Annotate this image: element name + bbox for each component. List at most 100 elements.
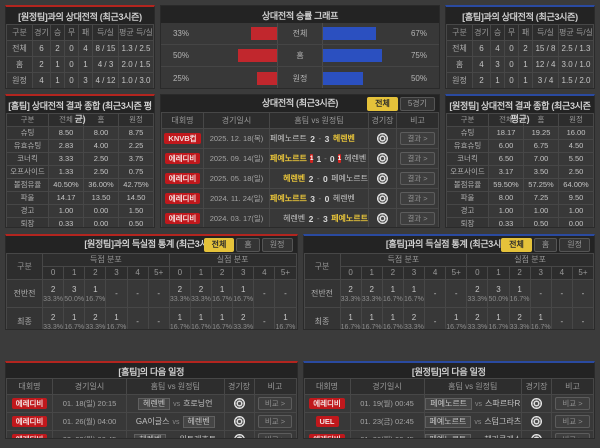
- stadium-icon[interactable]: [531, 416, 542, 428]
- compare-button[interactable]: 비교 >: [555, 433, 590, 438]
- bin-header: 1: [63, 266, 86, 280]
- stadium-icon[interactable]: [377, 132, 388, 144]
- compare-button[interactable]: 비교 >: [257, 433, 293, 438]
- table-header-row: 0 1 2 3 4 5+ 0 1 2 3 4 5+: [7, 266, 297, 280]
- away-score: 3: [322, 213, 328, 224]
- stat-value: 1.00: [48, 204, 84, 218]
- panel-title: [원정팀]의 다음 일정: [303, 363, 594, 378]
- stat-value: 18.17: [488, 126, 524, 140]
- column-header: 무: [504, 24, 519, 41]
- table-row: 오프사이드 3.17 3.50 2.50: [446, 165, 594, 179]
- red-card-badge: 1: [309, 154, 314, 163]
- stat-value: 2: [50, 40, 65, 57]
- column-header: 승: [490, 24, 505, 41]
- table-row: 에레디비 02. 02(월) 00:45 헤렌벤vs위트레흐트 비교 >: [6, 430, 297, 439]
- table-row: 파울 8.00 7.25 9.50: [446, 191, 594, 205]
- result-button[interactable]: 결과 >: [400, 192, 435, 205]
- stadium-icon[interactable]: [377, 192, 388, 204]
- stat-value: 1: [518, 56, 533, 73]
- table-row: 코너킥 6.50 7.00 5.50: [446, 152, 594, 166]
- league-badge: 에레디비: [11, 434, 48, 438]
- group-header-scored: 득점 분포: [339, 253, 468, 267]
- row-label: 오프사이드: [6, 165, 49, 179]
- stat-value: 0.75: [118, 165, 154, 179]
- row-label: 경고: [6, 204, 49, 218]
- row-label: 최종: [303, 307, 341, 329]
- vs-label: vs: [471, 437, 484, 439]
- compare-button[interactable]: 비교 >: [257, 397, 293, 410]
- stadium-icon[interactable]: [377, 212, 388, 224]
- stat-value: 13.50: [83, 191, 119, 205]
- tab-all[interactable]: 전체: [501, 238, 532, 252]
- league-badge: 에레디비: [11, 398, 48, 409]
- away-win-percent: 67%: [410, 29, 427, 38]
- stat-value: 4.00: [83, 139, 119, 153]
- stat-value: -: [253, 307, 276, 329]
- column-header: 원정: [118, 113, 154, 127]
- home-win-percent: 33%: [172, 29, 189, 38]
- panel-title: [홈팀]과의 상대전적 (최근3시즌): [446, 7, 594, 24]
- stat-value: 1 16.7%: [84, 279, 107, 308]
- tab-all[interactable]: 전체: [203, 238, 235, 252]
- stat-value: 2 33.3%: [360, 279, 383, 308]
- panel-title: [홈팀]의 다음 일정: [6, 363, 297, 378]
- compare-button[interactable]: 비교 >: [555, 415, 590, 428]
- stat-value: 1 16.7%: [529, 307, 552, 329]
- table-row: 슈팅 18.17 19.25 16.00: [446, 126, 594, 140]
- match-date: 2025. 05. 18(일): [203, 168, 270, 189]
- row-label: 볼점유율: [6, 178, 49, 192]
- stadium-icon[interactable]: [377, 152, 388, 164]
- table-header-row: 대회명 경기일시 홈팀 vs 원정팀 경기장 비고: [303, 378, 594, 395]
- home-score: 3: [310, 193, 316, 204]
- score-separator: -: [316, 173, 320, 183]
- tab-home[interactable]: 홈: [236, 238, 260, 252]
- stat-value: 1.0 / 3.0: [118, 72, 154, 88]
- tab-all[interactable]: 전체: [367, 97, 398, 111]
- table-header-row: 구분 득점 분포 실점 분포: [6, 253, 297, 280]
- stat-value: 0.00: [83, 204, 119, 218]
- section-gap: [5, 330, 595, 361]
- stat-value: -: [571, 307, 595, 329]
- panel-title: [원정팀] 상대전적 결과 종합 (최근3시즌 평균): [446, 96, 594, 124]
- stadium-icon[interactable]: [377, 172, 388, 184]
- tab-5games[interactable]: 5경기: [399, 97, 435, 111]
- away-win-track: [323, 27, 402, 40]
- stat-value: 0: [504, 40, 519, 57]
- bin-header: 5+: [571, 266, 595, 280]
- tab-away[interactable]: 원정: [261, 238, 293, 252]
- stat-value: 1.00: [488, 204, 524, 218]
- result-button[interactable]: 결과 >: [400, 152, 435, 165]
- row-label: 전반전: [303, 279, 341, 308]
- stat-value: 1 16.7%: [210, 307, 234, 329]
- stadium-icon[interactable]: [531, 434, 542, 438]
- stat-value: 42.75%: [118, 178, 154, 192]
- stadium-icon[interactable]: [233, 416, 245, 428]
- stat-value: 2 33.3%: [41, 279, 65, 308]
- stat-value: 1 16.7%: [339, 307, 362, 329]
- compare-button[interactable]: 비교 >: [555, 397, 590, 410]
- home-team-name: 헤렌벤: [283, 213, 306, 223]
- panel-title: 상대전적 (최근3시즌): [261, 98, 339, 108]
- stadium-icon[interactable]: [233, 434, 245, 438]
- stadium-icon[interactable]: [233, 398, 245, 410]
- stat-value: 7.00: [523, 152, 559, 166]
- bin-header: 1: [487, 266, 510, 280]
- stat-value: 2.83: [48, 139, 84, 153]
- result-button[interactable]: 결과 >: [400, 132, 435, 145]
- result-button[interactable]: 결과 >: [400, 212, 435, 225]
- stat-value: 0.33: [488, 217, 524, 227]
- vs-label: vs: [166, 437, 179, 439]
- tab-away[interactable]: 원정: [559, 238, 590, 252]
- stadium-icon[interactable]: [531, 398, 542, 410]
- compare-button[interactable]: 비교 >: [257, 415, 293, 428]
- home-team-name: GA이글스: [135, 416, 170, 426]
- result-button[interactable]: 결과 >: [400, 172, 435, 185]
- bin-header: 0: [168, 266, 191, 280]
- table-row: 홈 4 3 0 1 12 / 4 3.0 / 1.0: [446, 56, 594, 73]
- stat-value: 2: [518, 40, 533, 57]
- tab-home[interactable]: 홈: [533, 238, 558, 252]
- stat-value: 2.0 / 1.5: [118, 56, 154, 73]
- table-header-row: 구분 전체 홈 원정: [446, 113, 594, 127]
